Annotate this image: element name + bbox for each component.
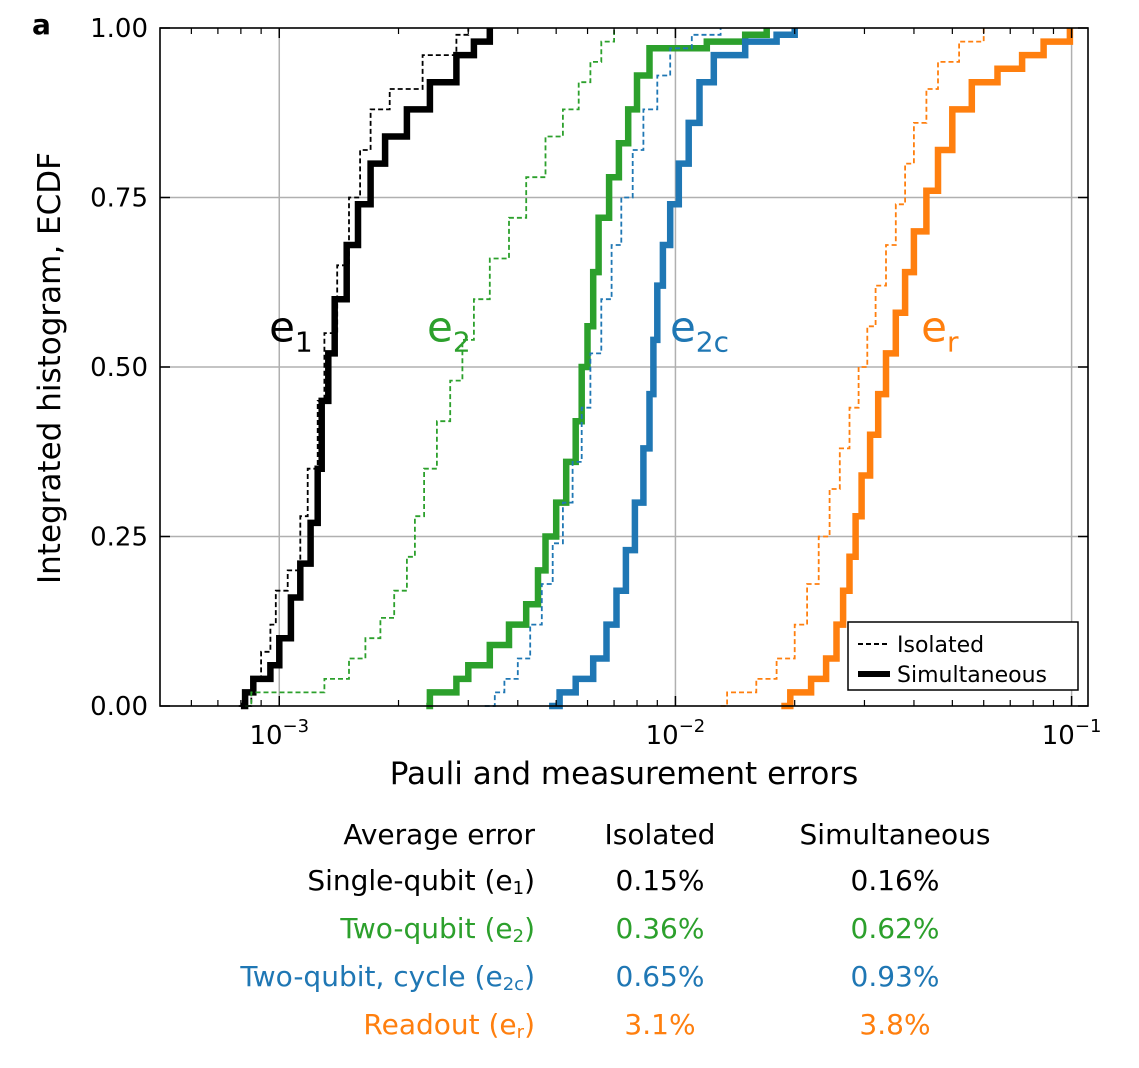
table-row-label: Single-qubit (e1) [307,864,535,899]
axis-ticks: 10−3 10−2 10−1 0.00 0.25 0.50 0.75 1.00 [90,14,1101,751]
table-row-e1: Single-qubit (e1) 0.15% 0.16% [0,864,1139,910]
y-tick-label: 1.00 [90,14,148,44]
legend: Isolated Simultaneous [847,621,1079,691]
panel-label: a [32,8,51,41]
legend-simultaneous-label: Simultaneous [897,663,1047,688]
x-axis-label: Pauli and measurement errors [390,756,859,792]
table-row-label: Readout (er) [363,1008,535,1043]
y-tick-label: 0.50 [90,353,148,383]
series-er-simultaneous [781,28,1074,710]
series-e2-simultaneous [426,28,770,710]
table-row-simultaneous-value: 0.16% [850,864,940,897]
table-header-row: Average error Isolated Simultaneous [0,818,1139,864]
annotation-e1: e1 [269,303,313,359]
table-header-simultaneous: Simultaneous [799,818,991,851]
legend-isolated-label: Isolated [897,633,984,658]
series-annotations: e1 e2 e2c er [269,303,959,359]
table-header-isolated: Isolated [604,818,716,851]
grid [160,28,1088,706]
table-row-isolated-value: 0.15% [615,864,705,897]
table-row-e2: Two-qubit (e2) 0.36% 0.62% [0,912,1139,958]
table-row-simultaneous-value: 0.62% [850,912,940,945]
table-row-simultaneous-value: 3.8% [859,1008,931,1041]
y-tick-label: 0.75 [90,184,148,214]
table-row-isolated-value: 0.65% [615,960,705,993]
annotation-er: er [921,303,959,359]
series-e1-simultaneous [240,28,494,710]
legend-box [847,621,1079,691]
annotation-e2: e2 [427,303,471,359]
series-e2c-simultaneous [549,28,798,710]
y-tick-label: 0.25 [90,523,148,553]
series-er-isolated [720,28,985,707]
table-row-simultaneous-value: 0.93% [850,960,940,993]
y-tick-label: 0.00 [90,692,148,722]
table-row-e2c: Two-qubit, cycle (e2c) 0.65% 0.93% [0,960,1139,1006]
series-e2c-isolated [484,28,722,707]
series-e1-isolated [238,28,470,707]
y-axis-label: Integrated histogram, ECDF [32,152,68,584]
x-tick-label: 10−1 [1042,716,1102,751]
series-lines [238,28,1074,710]
table-header-label: Average error [343,818,535,851]
x-tick-label: 10−2 [646,716,706,751]
ecdf-chart: 10−3 10−2 10−1 0.00 0.25 0.50 0.75 1.00 e1 e2 e2c… [32,14,1101,792]
table-row-isolated-value: 3.1% [624,1008,696,1041]
annotation-e2c: e2c [670,303,729,359]
table-row-label: Two-qubit, cycle (e2c) [240,960,535,995]
table-row-isolated-value: 0.36% [615,912,705,945]
x-tick-label: 10−3 [249,716,309,751]
table-row-label: Two-qubit (e2) [340,912,535,947]
average-error-table: Average error Isolated Simultaneous Sing… [0,812,1139,1062]
series-e2-isolated [245,28,615,707]
table-row-er: Readout (er) 3.1% 3.8% [0,1008,1139,1054]
